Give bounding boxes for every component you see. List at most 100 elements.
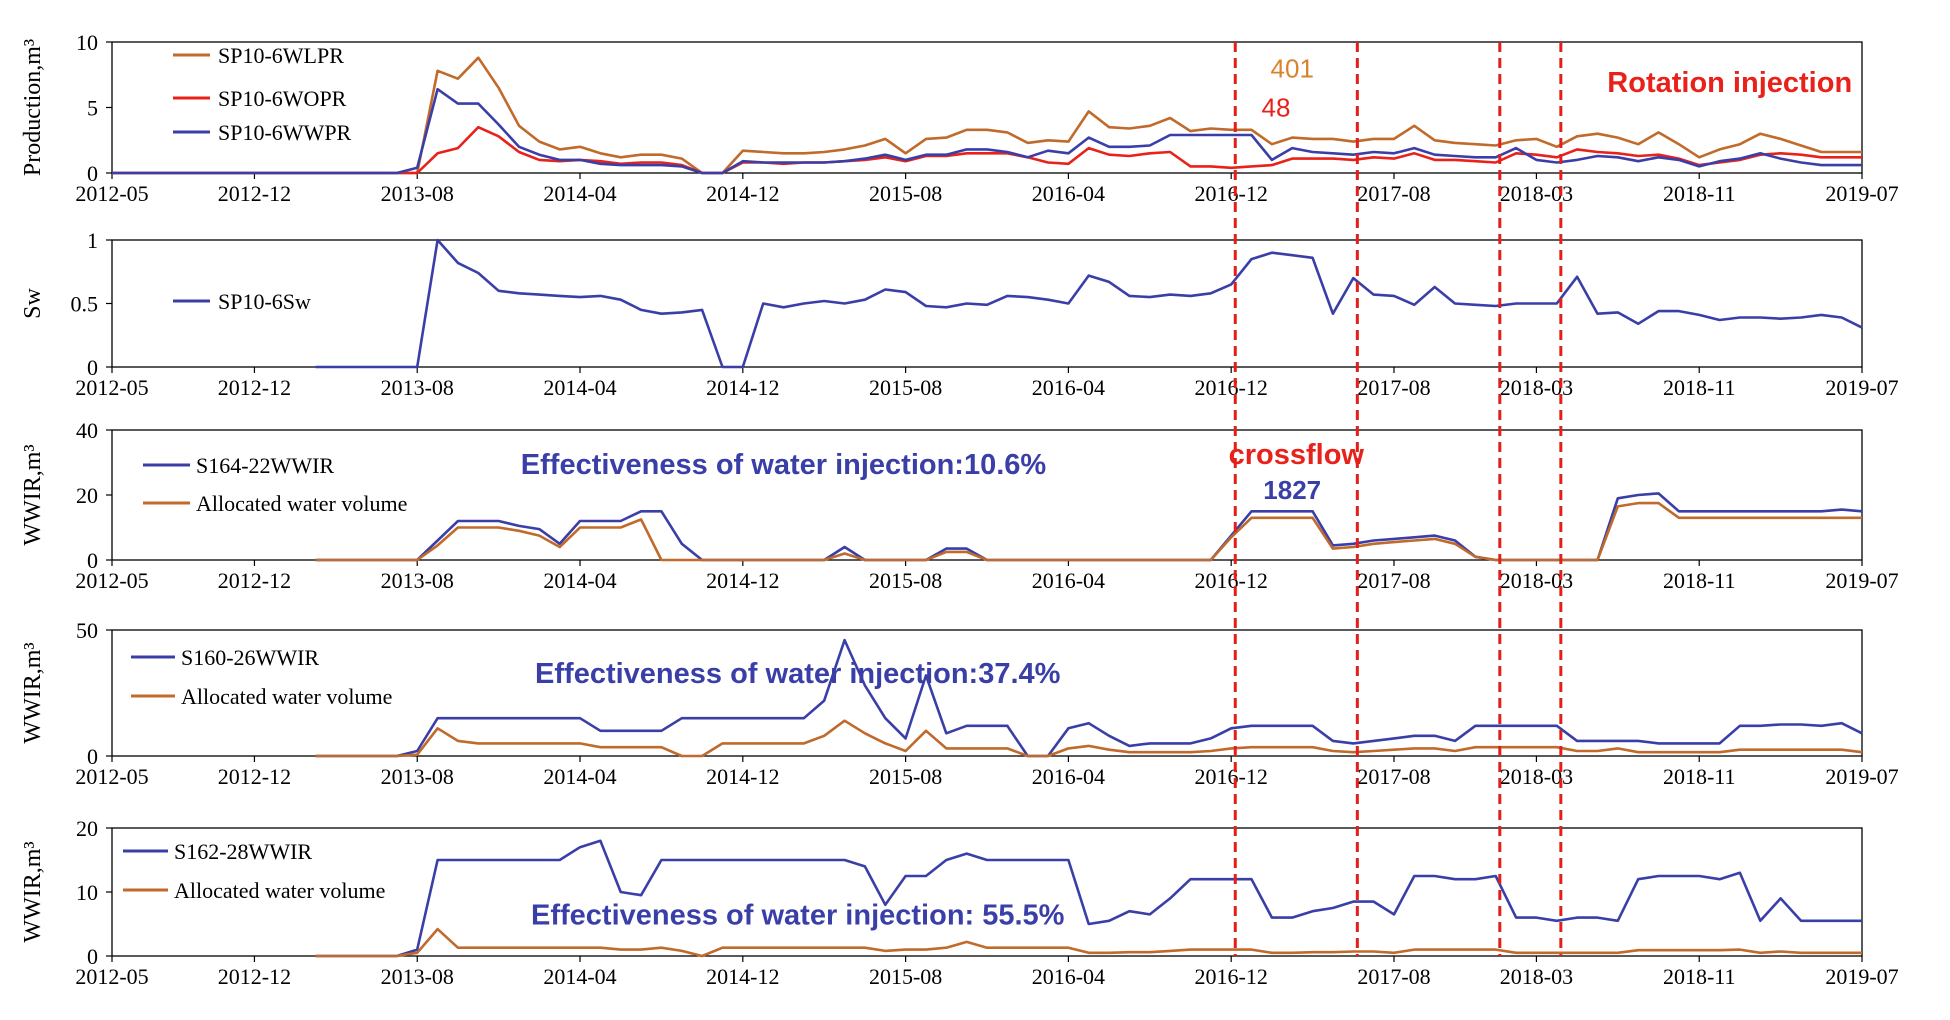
x-tick-label: 2018-11 — [1663, 568, 1736, 593]
y-tick-label: 50 — [76, 618, 98, 643]
series-line-allocated-water-volume — [315, 927, 1862, 958]
legend-label: Allocated water volume — [181, 684, 392, 709]
y-tick-label: 0 — [87, 744, 98, 769]
legend-label: SP10-6WWPR — [218, 120, 352, 145]
annotation-text: Rotation injection — [1607, 67, 1852, 99]
y-tick-label: 0 — [87, 944, 98, 969]
x-tick-label: 2015-08 — [869, 964, 942, 989]
x-tick-label: 2013-08 — [381, 764, 454, 789]
series-line-s162-28wwir — [315, 839, 1862, 958]
y-axis-label: WWIR,m³ — [20, 642, 46, 743]
annotation-text: 48 — [1261, 93, 1290, 123]
legend-label: SP10-6Sw — [218, 289, 311, 314]
x-tick-label: 2012-05 — [75, 964, 148, 989]
x-tick-label: 2017-08 — [1357, 764, 1430, 789]
x-tick-label: 2017-08 — [1357, 375, 1430, 400]
x-tick-label: 2012-05 — [75, 181, 148, 206]
x-tick-label: 2017-08 — [1357, 181, 1430, 206]
x-tick-label: 2016-12 — [1195, 764, 1268, 789]
panel-frame — [111, 629, 1863, 757]
x-tick-label: 2019-07 — [1825, 964, 1898, 989]
series-line-sp10-6wwpr — [112, 87, 1862, 175]
x-tick-label: 2014-12 — [706, 181, 779, 206]
y-tick-label: 0 — [87, 548, 98, 573]
legend-label: SP10-6WOPR — [218, 86, 347, 111]
x-tick-label: 2019-07 — [1825, 181, 1898, 206]
y-axis-label: WWIR,m³ — [20, 444, 46, 545]
legend-label: S164-22WWIR — [196, 453, 334, 478]
legend-label: Allocated water volume — [174, 878, 385, 903]
y-tick-label: 0.5 — [71, 292, 99, 317]
series-line-sp10-6wopr — [112, 125, 1862, 175]
x-tick-label: 2016-04 — [1032, 375, 1105, 400]
x-tick-label: 2016-12 — [1195, 964, 1268, 989]
panel-saturation: 0 0.5 1 2012-05 2012-12 2013-08 2014-04 2014-12… — [20, 228, 1899, 400]
x-tick-label: 2018-11 — [1663, 181, 1736, 206]
annotation-text: 401 — [1271, 53, 1314, 83]
x-tick-label: 2015-08 — [869, 764, 942, 789]
x-tick-label: 2014-12 — [706, 764, 779, 789]
x-tick-label: 2014-04 — [543, 181, 616, 206]
x-tick-label: 2019-07 — [1825, 568, 1898, 593]
x-tick-label: 2012-05 — [75, 764, 148, 789]
x-tick-label: 2014-04 — [543, 375, 616, 400]
x-tick-label: 2016-04 — [1032, 568, 1105, 593]
annotation-text: Effectiveness of water injection: 55.5% — [531, 900, 1065, 932]
y-tick-label: 10 — [76, 30, 98, 55]
x-tick-label: 2014-04 — [543, 764, 616, 789]
y-tick-label: 20 — [76, 483, 98, 508]
x-tick-label: 2012-12 — [218, 375, 291, 400]
legend-label: SP10-6WLPR — [218, 43, 344, 68]
legend-label: S160-26WWIR — [181, 645, 319, 670]
panel-s162: 0 10 20 2012-05 2012-12 2013-08 2014-04 2014-12… — [20, 816, 1899, 989]
x-tick-label: 2019-07 — [1825, 764, 1898, 789]
legend-label: S162-28WWIR — [174, 839, 312, 864]
y-axis-label: Sw — [20, 287, 46, 318]
panel-production: 0 5 10 2012-05 2012-12 2013-08 2014-04 2014-12 2… — [20, 30, 1899, 206]
x-tick-label: 2013-08 — [381, 568, 454, 593]
x-tick-label: 2015-08 — [869, 375, 942, 400]
x-tick-label: 2012-12 — [218, 181, 291, 206]
y-tick-label: 1 — [87, 228, 98, 253]
x-tick-label: 2015-08 — [869, 181, 942, 206]
x-tick-label: 2015-08 — [869, 568, 942, 593]
x-tick-label: 2018-03 — [1500, 964, 1573, 989]
x-tick-label: 2017-08 — [1357, 964, 1430, 989]
y-tick-label: 10 — [76, 880, 98, 905]
x-tick-label: 2016-04 — [1032, 181, 1105, 206]
x-tick-label: 2014-04 — [543, 964, 616, 989]
legend-label: Allocated water volume — [196, 491, 407, 516]
x-tick-label: 2012-05 — [75, 375, 148, 400]
x-tick-label: 2012-12 — [218, 964, 291, 989]
x-tick-label: 2013-08 — [381, 964, 454, 989]
x-tick-label: 2016-12 — [1195, 568, 1268, 593]
x-tick-label: 2016-12 — [1195, 375, 1268, 400]
series-line-allocated-water-volume — [315, 501, 1862, 562]
y-tick-label: 5 — [87, 96, 98, 121]
x-tick-label: 2012-05 — [75, 568, 148, 593]
x-tick-label: 2014-04 — [543, 568, 616, 593]
x-tick-label: 2014-12 — [706, 375, 779, 400]
annotation-text: Effectiveness of water injection:37.4% — [535, 658, 1061, 690]
y-tick-label: 20 — [76, 816, 98, 841]
panel-s160: 0 50 2012-05 2012-12 2013-08 2014-04 2014-12 20… — [20, 618, 1899, 789]
y-tick-label: 0 — [87, 161, 98, 186]
x-tick-label: 2018-11 — [1663, 964, 1736, 989]
x-tick-label: 2012-12 — [218, 764, 291, 789]
x-tick-label: 2018-11 — [1663, 375, 1736, 400]
y-axis-label: WWIR,m³ — [20, 841, 46, 942]
series-line-sp10-6wlpr — [112, 56, 1862, 175]
x-tick-label: 2017-08 — [1357, 568, 1430, 593]
x-tick-label: 2014-12 — [706, 568, 779, 593]
x-tick-label: 2013-08 — [381, 375, 454, 400]
x-tick-label: 2016-04 — [1032, 764, 1105, 789]
x-tick-label: 2018-11 — [1663, 764, 1736, 789]
x-tick-label: 2013-08 — [381, 181, 454, 206]
x-tick-label: 2016-12 — [1195, 181, 1268, 206]
annotation-text: 1827 — [1263, 475, 1321, 505]
x-tick-label: 2012-12 — [218, 568, 291, 593]
y-axis-label: Production,m³ — [20, 39, 46, 176]
